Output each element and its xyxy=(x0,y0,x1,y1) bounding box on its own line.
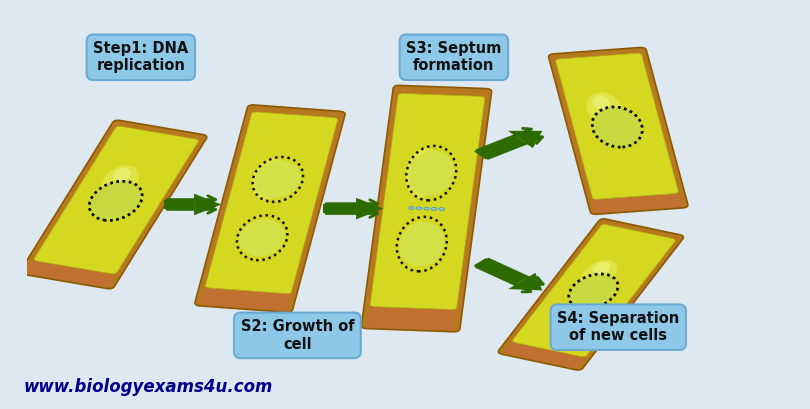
Polygon shape xyxy=(508,131,543,148)
Ellipse shape xyxy=(569,274,618,308)
Circle shape xyxy=(409,207,414,209)
FancyBboxPatch shape xyxy=(195,105,345,312)
FancyBboxPatch shape xyxy=(361,85,492,332)
Polygon shape xyxy=(323,204,356,213)
FancyBboxPatch shape xyxy=(206,112,338,294)
Polygon shape xyxy=(164,200,194,209)
Polygon shape xyxy=(356,198,383,219)
Circle shape xyxy=(424,207,429,210)
Polygon shape xyxy=(194,194,221,215)
Ellipse shape xyxy=(101,165,139,197)
Ellipse shape xyxy=(239,219,285,256)
Polygon shape xyxy=(508,273,543,290)
Text: S4: Separation
of new cells: S4: Separation of new cells xyxy=(557,311,680,344)
Ellipse shape xyxy=(252,158,288,199)
Ellipse shape xyxy=(586,92,622,125)
FancyBboxPatch shape xyxy=(370,94,484,310)
Polygon shape xyxy=(474,135,526,160)
Circle shape xyxy=(439,208,445,211)
Ellipse shape xyxy=(582,260,617,288)
Ellipse shape xyxy=(399,222,445,267)
FancyBboxPatch shape xyxy=(548,47,688,214)
Text: S2: Growth of
cell: S2: Growth of cell xyxy=(241,319,354,352)
Ellipse shape xyxy=(262,162,279,180)
FancyBboxPatch shape xyxy=(513,225,676,357)
FancyBboxPatch shape xyxy=(504,296,620,368)
FancyBboxPatch shape xyxy=(367,224,467,330)
FancyBboxPatch shape xyxy=(498,219,684,370)
Ellipse shape xyxy=(573,278,613,305)
Ellipse shape xyxy=(593,262,611,274)
Text: S3: Septum
formation: S3: Septum formation xyxy=(407,41,501,74)
Text: Step1: DNA
replication: Step1: DNA replication xyxy=(93,41,189,74)
Ellipse shape xyxy=(94,186,137,216)
Ellipse shape xyxy=(89,181,143,220)
Ellipse shape xyxy=(408,151,454,196)
Ellipse shape xyxy=(596,112,638,142)
FancyBboxPatch shape xyxy=(201,219,309,311)
FancyBboxPatch shape xyxy=(556,53,678,199)
Text: www.biologyexams4u.com: www.biologyexams4u.com xyxy=(24,378,274,396)
Circle shape xyxy=(431,207,437,210)
Ellipse shape xyxy=(415,153,432,174)
Ellipse shape xyxy=(592,107,642,147)
Ellipse shape xyxy=(113,168,131,182)
Circle shape xyxy=(416,207,422,210)
FancyBboxPatch shape xyxy=(26,208,147,287)
FancyBboxPatch shape xyxy=(578,138,682,213)
Ellipse shape xyxy=(592,95,610,109)
Ellipse shape xyxy=(255,161,301,198)
FancyBboxPatch shape xyxy=(20,120,207,289)
FancyBboxPatch shape xyxy=(34,126,198,274)
Polygon shape xyxy=(474,258,528,285)
Ellipse shape xyxy=(406,148,441,198)
